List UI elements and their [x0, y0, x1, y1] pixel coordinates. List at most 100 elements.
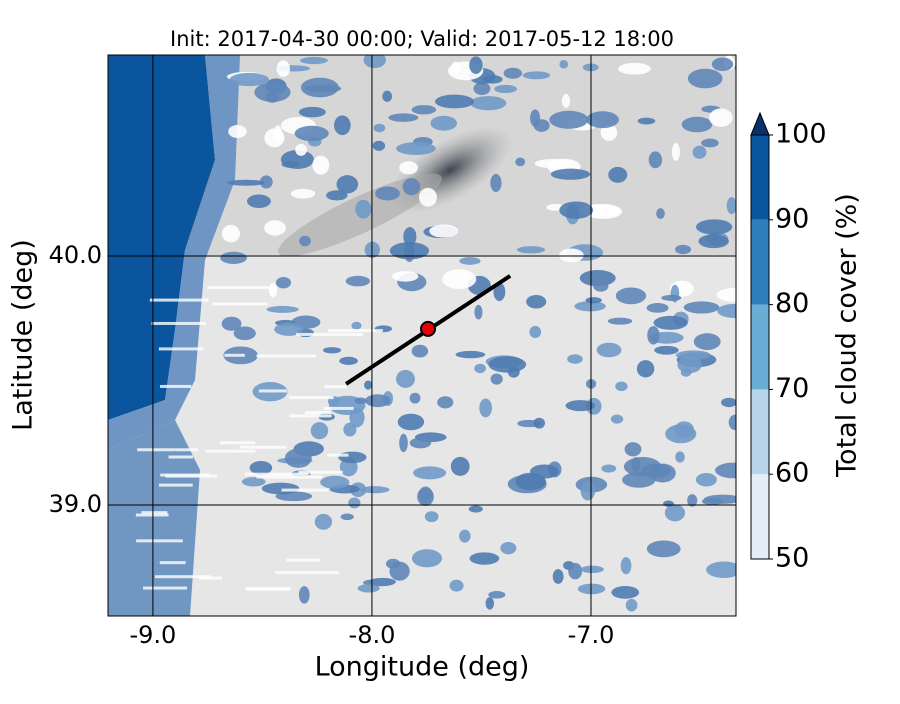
cloud-patch: [254, 82, 291, 103]
cloud-patch: [675, 244, 692, 255]
cloud-patch: [637, 117, 656, 125]
cloud-patch: [320, 475, 350, 489]
cloud-patch: [695, 219, 733, 235]
cloud-patch: [372, 140, 386, 151]
cloud-streak: [289, 414, 332, 418]
cloud-patch: [409, 437, 432, 449]
cloud-patch: [468, 505, 483, 513]
cloud-patch: [567, 354, 583, 364]
cloud-patch: [534, 158, 574, 169]
cloud-patch: [715, 462, 736, 479]
cloud-patch: [363, 55, 386, 69]
cloud-streak: [168, 455, 194, 459]
cloud-patch: [228, 124, 247, 139]
cloud-patch: [338, 451, 367, 464]
cloud-patch: [647, 326, 660, 345]
cloud-streak: [141, 511, 168, 515]
map-background: [108, 55, 736, 616]
cloud-patch: [585, 297, 602, 304]
cloud-patch: [326, 190, 348, 201]
cloud-patch: [529, 325, 542, 339]
x-tick-label: -9.0: [129, 621, 176, 649]
cloud-patch: [336, 175, 359, 194]
cloud-patch: [429, 224, 459, 238]
colorbar-extension: [750, 111, 770, 136]
cloud-patch: [424, 511, 439, 523]
cloud-patch: [623, 456, 662, 477]
cloud-patch: [396, 369, 415, 388]
cloud-patch: [382, 90, 393, 102]
cloud-patch: [451, 61, 461, 74]
cloud-patch: [261, 482, 300, 495]
cloud-patch: [701, 138, 719, 148]
cloud-patch: [351, 321, 362, 330]
cloud-patch: [290, 188, 316, 199]
colorbar-segment: [751, 219, 769, 305]
cloud-streak: [224, 353, 245, 357]
cloud-patch: [227, 179, 265, 186]
cloud-patch: [474, 304, 483, 320]
cloud-streak: [151, 321, 207, 325]
cloud-patch: [565, 400, 596, 412]
cloud-patch: [728, 414, 736, 431]
cloud-streak: [327, 329, 383, 333]
cloud-streak: [298, 470, 343, 474]
cloud-patch: [580, 480, 596, 501]
cloud-patch: [618, 62, 651, 75]
cloud-patch: [596, 342, 622, 358]
cloud-patch: [266, 305, 299, 313]
cloud-patch: [726, 197, 736, 215]
cloud-patch: [656, 208, 665, 219]
cloud-patch: [273, 125, 283, 142]
cloud-patch: [469, 552, 500, 565]
cloud-streak: [159, 384, 192, 388]
cloud-patch: [552, 569, 564, 584]
cloud-patch: [249, 460, 273, 475]
cloud-patch: [601, 464, 617, 473]
location-point: [420, 320, 437, 337]
cloud-patch: [488, 356, 527, 373]
cloud-patch: [388, 113, 419, 122]
cloud-streak: [324, 385, 347, 389]
cloud-patch: [600, 124, 618, 141]
x-tick-label: -7.0: [568, 621, 615, 649]
colorbar-tick-label: 90: [775, 203, 809, 234]
cloud-patch: [561, 93, 571, 108]
cloud-streak: [256, 354, 316, 358]
cloud-patch: [593, 280, 609, 292]
cloud-patch: [449, 579, 464, 592]
cloud-patch: [312, 155, 330, 175]
cloud-streak: [288, 396, 334, 400]
y-tick-label: 40.0: [49, 241, 102, 269]
cloud-patch: [264, 220, 286, 236]
cloud-streak: [258, 389, 287, 393]
cloud-patch: [721, 397, 736, 408]
cloud-patch: [683, 301, 720, 314]
cloud-patch: [490, 173, 502, 193]
cloud-patch: [620, 557, 632, 575]
cloud-streak: [159, 561, 186, 565]
cloud-patch: [648, 151, 663, 169]
colorbar-tick-label: 70: [775, 373, 809, 404]
cloud-patch: [284, 448, 312, 468]
cloud-streak: [135, 513, 169, 517]
x-tick-label: -8.0: [349, 621, 396, 649]
cloud-patch: [485, 597, 495, 610]
cloud-patch: [229, 72, 269, 87]
cloud-patch: [516, 246, 546, 254]
cloud-patch: [653, 315, 688, 330]
cloud-patch: [411, 105, 437, 115]
cloud-patch: [295, 143, 307, 156]
cloud-patch: [348, 497, 361, 509]
cloud-patch: [692, 145, 707, 159]
cloud-patch: [675, 350, 711, 360]
cloud-patch: [503, 67, 522, 79]
cloud-patch: [490, 373, 503, 385]
cloud-patch: [459, 257, 481, 265]
colorbar-tick-label: 60: [775, 458, 809, 489]
cloud-patch: [711, 57, 734, 72]
cloud-streak: [281, 488, 328, 492]
cloud-patch: [568, 562, 583, 580]
cloud-streak: [212, 302, 268, 306]
